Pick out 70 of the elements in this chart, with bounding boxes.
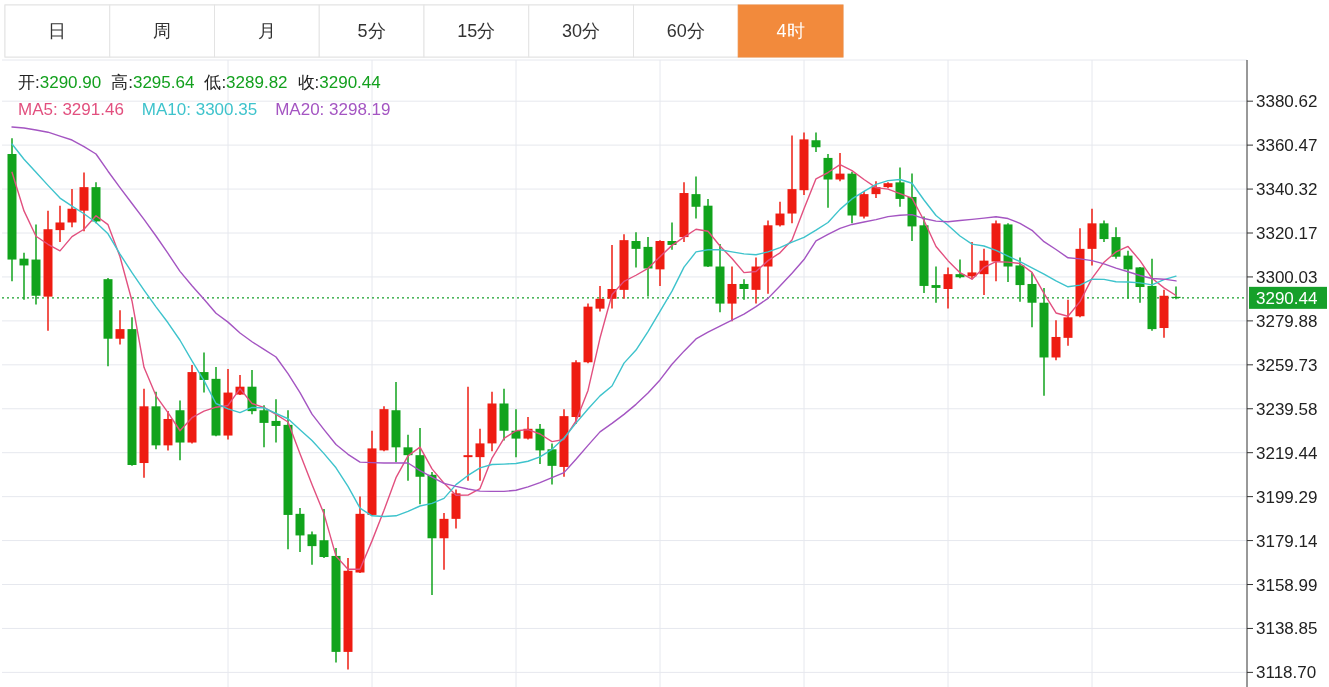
candlestick (79, 171, 89, 232)
candlestick (739, 278, 749, 301)
text: MA5: 3291.46 (18, 100, 124, 119)
annotation: 高:3295.64 (111, 73, 195, 92)
text: 4时 (776, 21, 805, 41)
y-tick-label: 3138.85 (1256, 619, 1318, 639)
candlestick (403, 433, 413, 482)
candlestick (475, 428, 485, 482)
candlestick (727, 265, 737, 323)
text: 日 (48, 21, 67, 41)
candlestick (511, 408, 521, 458)
candlestick (967, 241, 977, 280)
text: 15分 (457, 21, 496, 41)
candlestick (307, 530, 317, 566)
text: 60分 (666, 21, 705, 41)
y-tick-label: 3300.03 (1256, 267, 1318, 287)
text: 月 (257, 21, 276, 41)
candlestick (1123, 250, 1133, 300)
y-tick-label: 3340.32 (1256, 180, 1318, 200)
candlestick (823, 153, 833, 209)
candlestick (1099, 219, 1109, 243)
candlestick (415, 427, 425, 505)
candlestick (439, 512, 449, 571)
candlestick (535, 423, 545, 465)
candlestick (1027, 271, 1037, 328)
annotation: 开:3290.90 (18, 73, 102, 92)
y-tick-label: 3158.99 (1256, 575, 1318, 595)
y-tick-label: 3320.17 (1256, 224, 1318, 244)
candlestick (271, 398, 281, 444)
text: 5分 (357, 21, 386, 41)
candlestick (319, 508, 329, 559)
candlestick (1111, 226, 1121, 260)
candlestick (691, 175, 701, 220)
candlestick (811, 131, 821, 153)
text: 周 (153, 21, 172, 41)
text: 30分 (562, 21, 601, 41)
candlestick (1015, 256, 1025, 303)
y-tick-label: 3199.29 (1256, 487, 1318, 507)
candlestick (259, 404, 269, 449)
candlestick (1063, 298, 1073, 347)
candlestick (775, 201, 785, 228)
annotation: 低:3289.82 (204, 73, 288, 92)
candlestick (55, 204, 65, 243)
y-tick-label: 3118.70 (1256, 663, 1317, 683)
y-tick-label: 3219.44 (1256, 443, 1318, 463)
y-tick-label: 3259.73 (1256, 355, 1318, 375)
candlestick (931, 265, 941, 304)
candlestick (295, 507, 305, 553)
y-tick-label: 3360.47 (1256, 136, 1318, 156)
candlestick (463, 385, 473, 482)
y-tick-label: 3380.62 (1256, 92, 1318, 112)
candlestick (595, 285, 605, 313)
candlestick (835, 152, 845, 183)
candlestick (1051, 319, 1061, 362)
y-tick-label: 3279.88 (1256, 311, 1318, 331)
text: MA20: 3298.19 (275, 100, 391, 119)
candlestick (631, 231, 641, 269)
candlestick (67, 188, 77, 229)
text: MA10: 3300.35 (141, 100, 258, 119)
candlestick (115, 309, 125, 346)
candlestick (895, 166, 905, 208)
candlestick (547, 442, 557, 486)
annotation: 收:3290.44 (297, 73, 381, 92)
candlestick (751, 256, 761, 305)
candlestick (859, 190, 869, 220)
ref-line-label: 3290.44 (1256, 288, 1318, 308)
candlestick (643, 236, 653, 298)
candlestick (943, 266, 953, 310)
y-tick-label: 3239.58 (1256, 399, 1318, 419)
y-tick-label: 3179.14 (1256, 531, 1318, 551)
